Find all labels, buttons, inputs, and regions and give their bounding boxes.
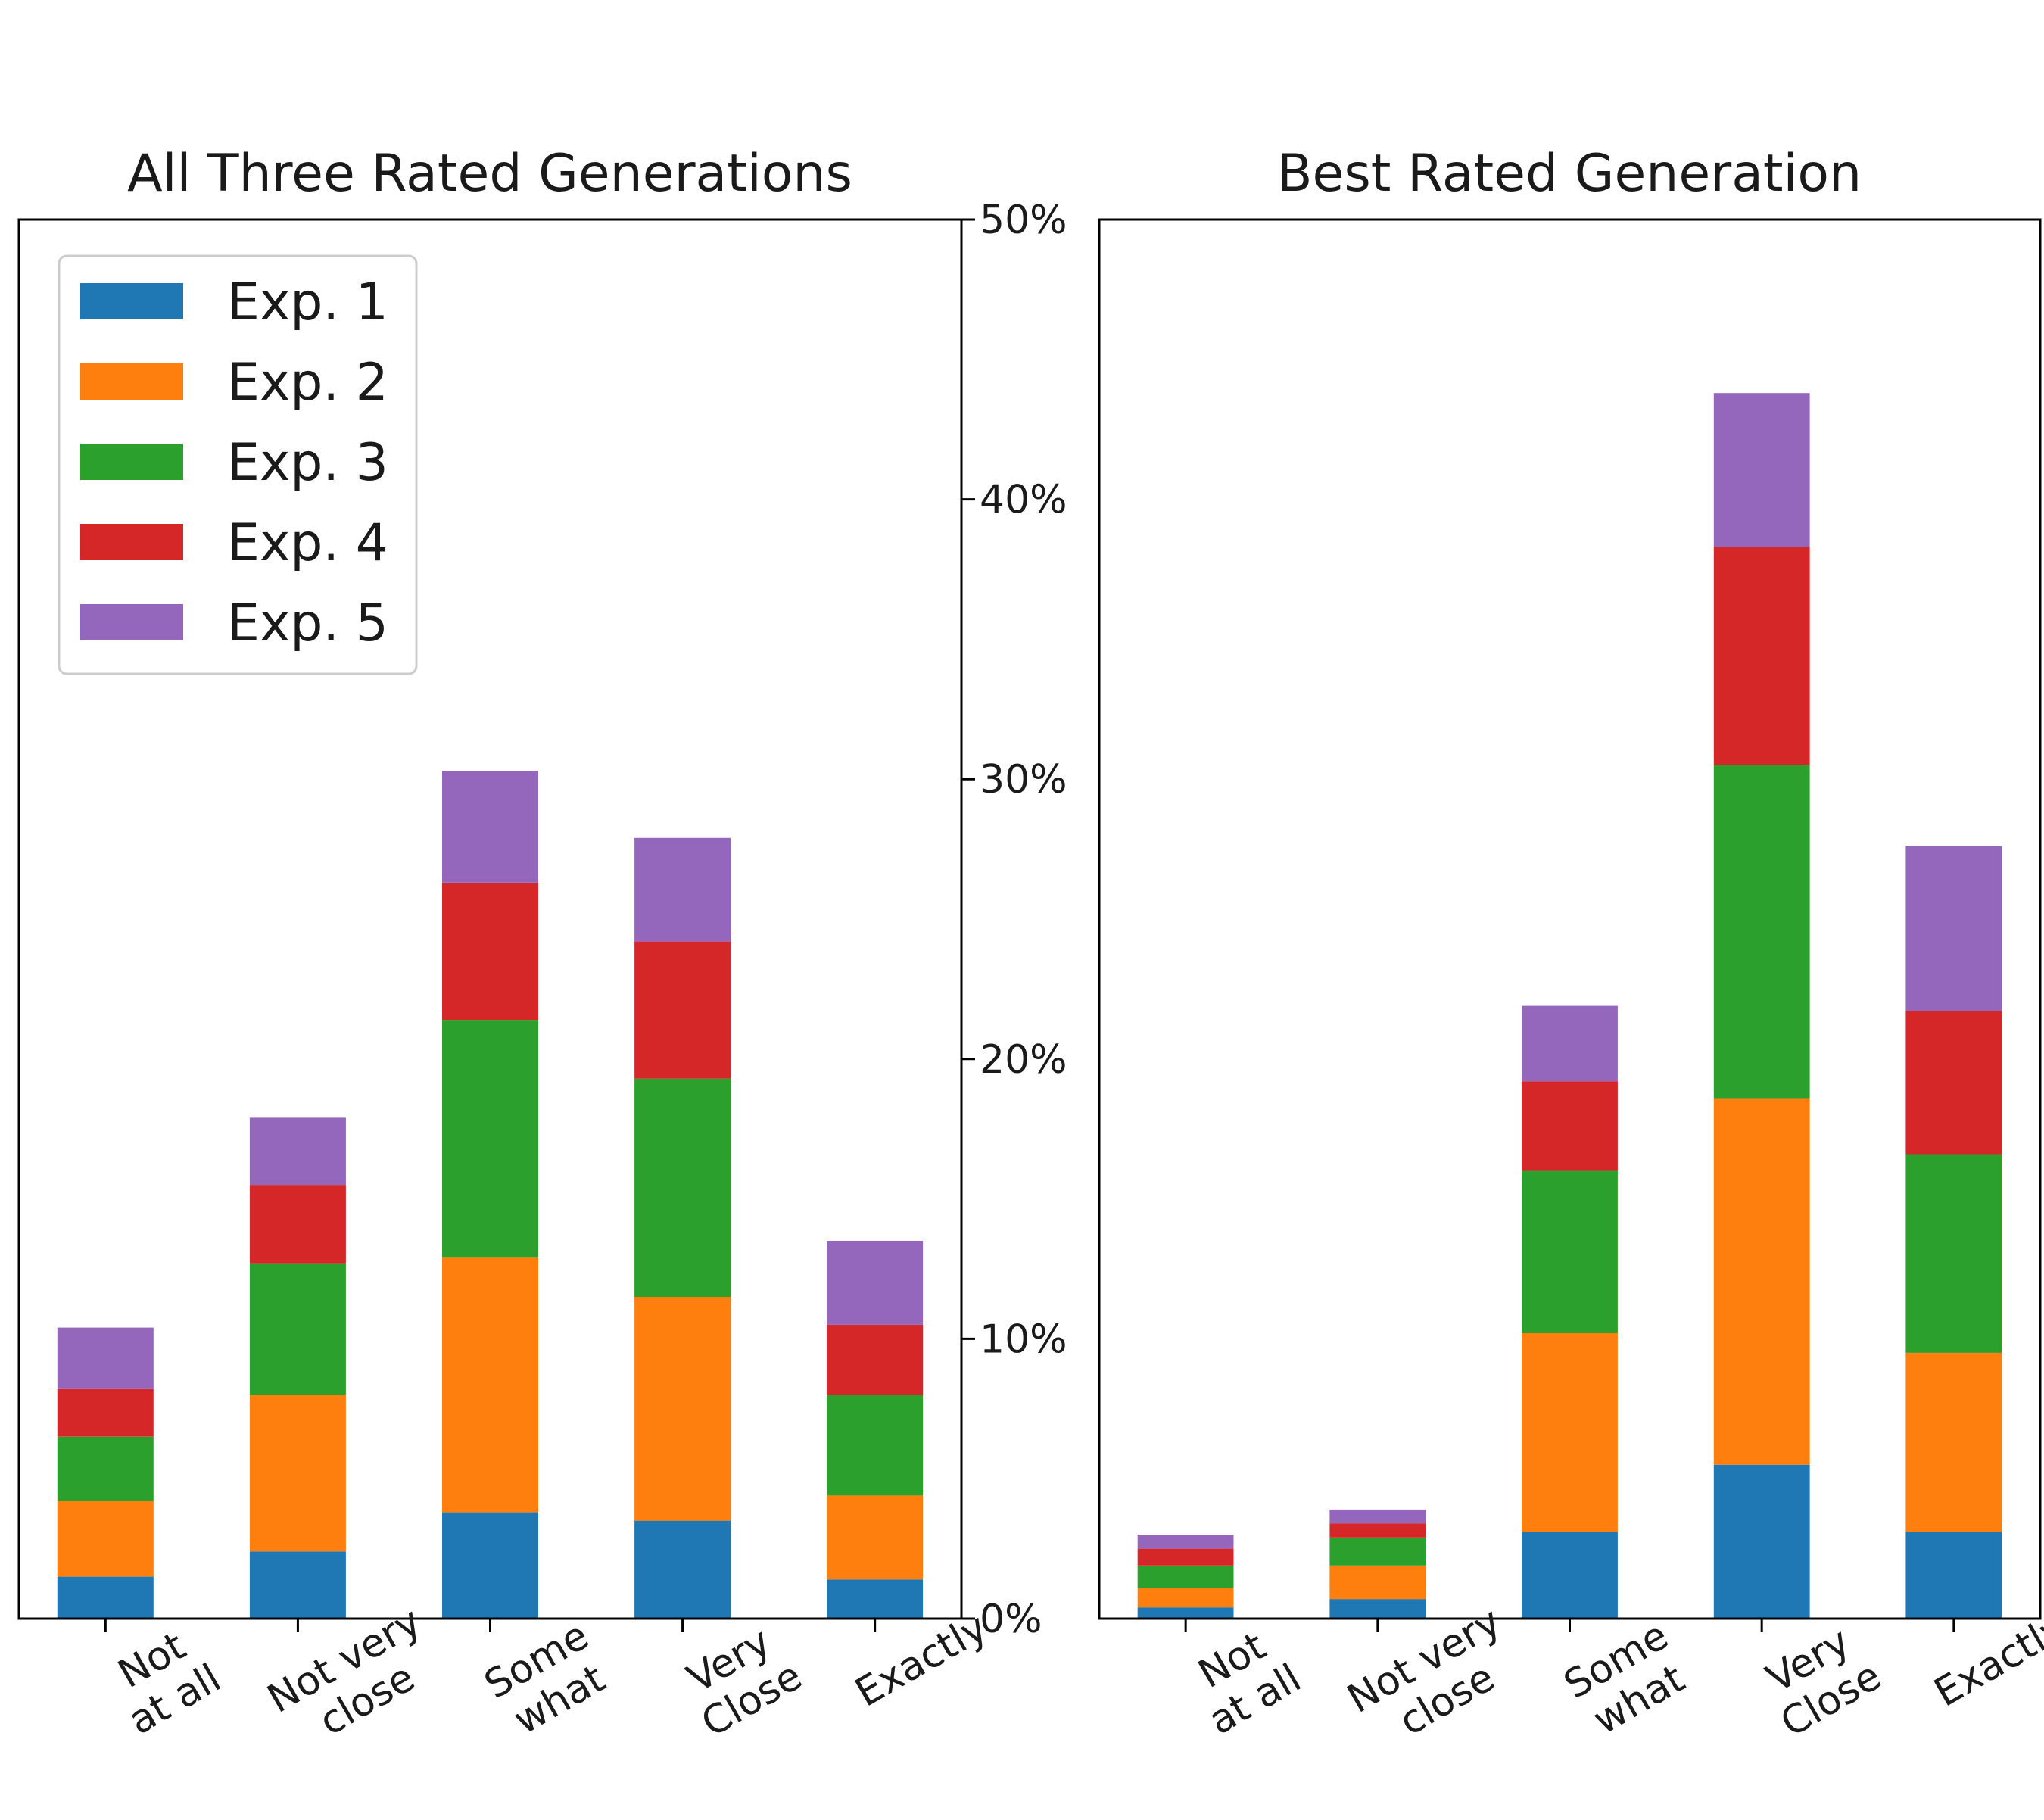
legend-label-exp4: Exp. 4 (227, 513, 388, 573)
bar-segment-exp4-cat5 (827, 1324, 924, 1395)
bar-segment-exp3-cat3 (442, 1020, 538, 1258)
bar-segment-exp3-cat4 (634, 1078, 731, 1297)
bar-segment-exp1-cat5 (1905, 1532, 2002, 1619)
bar-segment-exp1-cat1 (1137, 1607, 1234, 1619)
bar-segment-exp4-cat1 (1137, 1548, 1234, 1566)
bar-segment-exp4-cat2 (1329, 1523, 1426, 1538)
bar-segment-exp2-cat5 (1905, 1352, 2002, 1532)
legend-label-exp1: Exp. 1 (227, 273, 388, 332)
y-tick-label: 20% (980, 1037, 1067, 1083)
legend-swatch-exp3 (80, 444, 183, 480)
legend-label-exp2: Exp. 2 (227, 353, 388, 413)
bar-segment-exp4-cat3 (442, 883, 538, 1021)
bar-segment-exp1-cat4 (634, 1520, 731, 1619)
bar-segment-exp3-cat2 (249, 1263, 346, 1395)
legend-box (58, 254, 418, 675)
right-panel-title: Best Rated Generation (1277, 144, 1862, 204)
bar-segment-exp5-cat4 (634, 837, 731, 942)
bar-segment-exp4-cat5 (1905, 1011, 2002, 1155)
bar-segment-exp4-cat3 (1522, 1081, 1618, 1171)
bar-segment-exp4-cat4 (1713, 547, 1810, 765)
bar-segment-exp1-cat3 (442, 1512, 538, 1619)
bar-segment-exp4-cat1 (57, 1388, 154, 1437)
y-tick-label: 0% (980, 1597, 1042, 1642)
bar-segment-exp3-cat2 (1329, 1537, 1426, 1566)
legend-label-exp3: Exp. 3 (227, 433, 388, 493)
bar-segment-exp2-cat4 (1713, 1098, 1810, 1465)
y-tick-label: 10% (980, 1317, 1067, 1362)
bar-segment-exp5-cat4 (1713, 393, 1810, 547)
bar-segment-exp2-cat3 (442, 1257, 538, 1513)
legend: Exp. 1 Exp. 2 Exp. 3 Exp. 4 Exp. 5 (58, 254, 418, 675)
bar-segment-exp5-cat5 (827, 1241, 924, 1325)
y-tick-label: 50% (980, 198, 1067, 243)
bar-segment-exp5-cat2 (249, 1117, 346, 1186)
bar-segment-exp3-cat1 (1137, 1565, 1234, 1588)
y-tick-label: 40% (980, 478, 1067, 523)
bar-segment-exp3-cat1 (57, 1436, 154, 1501)
bar-segment-exp1-cat1 (57, 1576, 154, 1619)
bar-segment-exp1-cat5 (827, 1579, 924, 1619)
bar-segment-exp2-cat2 (249, 1395, 346, 1552)
y-tick-label: 30% (980, 757, 1067, 802)
bar-segment-exp2-cat1 (1137, 1588, 1234, 1608)
bar-segment-exp1-cat4 (1713, 1464, 1810, 1619)
bar-segment-exp4-cat4 (634, 941, 731, 1079)
bar-segment-exp5-cat3 (1522, 1005, 1618, 1082)
bar-segment-exp3-cat3 (1522, 1170, 1618, 1333)
legend-swatch-exp1 (80, 283, 183, 319)
left-panel-bars (57, 771, 924, 1619)
bar-segment-exp5-cat3 (442, 771, 538, 883)
bar-segment-exp2-cat3 (1522, 1333, 1618, 1532)
bar-segment-exp1-cat2 (1329, 1599, 1426, 1619)
bar-segment-exp5-cat1 (57, 1327, 154, 1389)
bar-segment-exp5-cat5 (1905, 846, 2002, 1011)
bar-segment-exp3-cat4 (1713, 765, 1810, 1099)
legend-label-exp5: Exp. 5 (227, 594, 388, 653)
bar-segment-exp5-cat1 (1137, 1535, 1234, 1549)
bar-segment-exp5-cat2 (1329, 1509, 1426, 1524)
legend-swatch-exp2 (80, 363, 183, 400)
bar-segment-exp2-cat4 (634, 1297, 731, 1521)
legend-swatch-exp5 (80, 604, 183, 640)
left-panel-title: All Three Rated Generations (127, 144, 852, 204)
bar-segment-exp3-cat5 (1905, 1154, 2002, 1353)
left-panel-y-axis: 0% 10% 20% 30% 40% 50% (961, 198, 1067, 1642)
bar-segment-exp1-cat2 (249, 1551, 346, 1619)
bar-segment-exp2-cat2 (1329, 1565, 1426, 1600)
bar-segment-exp4-cat2 (249, 1185, 346, 1264)
bar-segment-exp3-cat5 (827, 1395, 924, 1496)
bar-segment-exp1-cat3 (1522, 1532, 1618, 1619)
right-panel-bars (1137, 393, 2002, 1619)
bar-segment-exp2-cat1 (57, 1501, 154, 1577)
legend-swatch-exp4 (80, 524, 183, 560)
bar-segment-exp2-cat5 (827, 1495, 924, 1580)
